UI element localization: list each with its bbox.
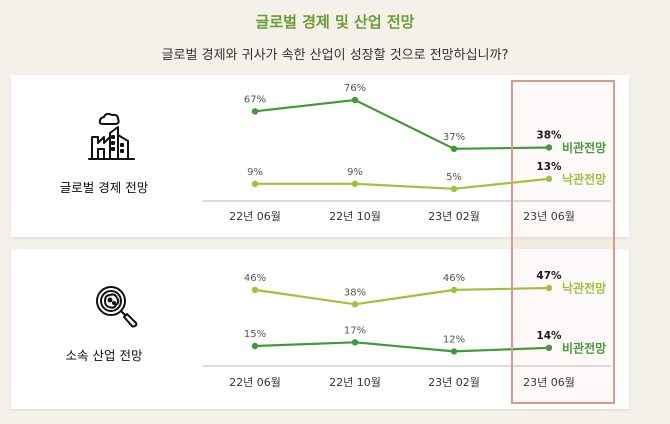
data-label: 38% bbox=[344, 287, 366, 298]
data-point bbox=[450, 185, 458, 192]
series-line bbox=[254, 286, 550, 306]
industry-card: 소속 산업 전망 22년 06월 22년 10월 23년 02월 23년 06월 46%… bbox=[11, 249, 629, 409]
data-label: 37% bbox=[443, 132, 465, 143]
data-point bbox=[251, 286, 259, 294]
series-name-label: 비관전망 bbox=[562, 140, 606, 155]
data-point bbox=[251, 342, 259, 350]
global-economy-chart: 22년 06월 22년 10월 23년 02월 23년 06월 67% 76% 37% 38%… bbox=[203, 83, 611, 223]
data-point bbox=[351, 96, 359, 104]
x-tick-label: 23년 06월 bbox=[523, 376, 575, 389]
data-label: 13% bbox=[536, 161, 562, 173]
data-label: 5% bbox=[446, 172, 462, 183]
data-point bbox=[450, 348, 458, 355]
series-name-label: 비관전망 bbox=[562, 340, 606, 355]
data-point bbox=[545, 144, 553, 151]
data-label: 12% bbox=[443, 334, 465, 345]
global-economy-card: 글로벌 경제 전망 22년 06월 22년 10월 23년 02월 23년 06월 67… bbox=[11, 75, 629, 237]
series-name-label: 낙관전망 bbox=[562, 281, 606, 296]
data-point bbox=[351, 180, 359, 187]
data-label: 17% bbox=[344, 325, 366, 336]
survey-question: 글로벌 경제와 귀사가 속한 산업이 성장할 것으로 전망하십니까? bbox=[161, 48, 509, 63]
x-tick-label: 22년 10월 bbox=[329, 210, 381, 223]
data-label: 46% bbox=[244, 273, 266, 284]
x-tick-label: 22년 06월 bbox=[229, 210, 281, 223]
data-label: 38% bbox=[536, 130, 562, 142]
data-point bbox=[545, 175, 553, 182]
data-label: 46% bbox=[443, 273, 465, 284]
data-point bbox=[545, 344, 553, 351]
factory-icon bbox=[88, 111, 138, 165]
series-line bbox=[254, 98, 550, 150]
data-label: 76% bbox=[344, 83, 366, 94]
x-tick-label: 23년 06월 bbox=[523, 210, 575, 223]
series-name-label: 낙관전망 bbox=[562, 171, 606, 186]
data-point bbox=[351, 339, 359, 346]
x-tick-label: 22년 06월 bbox=[229, 376, 281, 389]
data-label: 67% bbox=[244, 94, 266, 105]
data-label: 15% bbox=[244, 329, 266, 340]
data-point bbox=[251, 180, 259, 187]
global-economy-label: 글로벌 경제 전망 bbox=[59, 180, 149, 195]
x-tick-label: 23년 02월 bbox=[428, 210, 480, 223]
data-label: 9% bbox=[247, 167, 263, 178]
series-line bbox=[254, 341, 550, 353]
page-title: 글로벌 경제 및 산업 전망 bbox=[255, 13, 415, 31]
data-point bbox=[450, 145, 458, 152]
magnifier-virus-icon bbox=[91, 281, 139, 333]
data-label: 9% bbox=[347, 167, 363, 178]
x-tick-label: 22년 10월 bbox=[329, 376, 381, 389]
series-line bbox=[255, 177, 550, 190]
data-label: 47% bbox=[536, 270, 562, 282]
data-point bbox=[351, 301, 359, 308]
data-label: 14% bbox=[536, 330, 562, 342]
industry-chart: 22년 06월 22년 10월 23년 02월 23년 06월 46% 38% 46% 47%… bbox=[203, 270, 611, 389]
data-point bbox=[251, 108, 259, 115]
industry-label: 소속 산업 전망 bbox=[65, 348, 143, 363]
data-point bbox=[450, 286, 458, 294]
data-point bbox=[545, 284, 553, 292]
x-tick-label: 23년 02월 bbox=[428, 376, 480, 389]
